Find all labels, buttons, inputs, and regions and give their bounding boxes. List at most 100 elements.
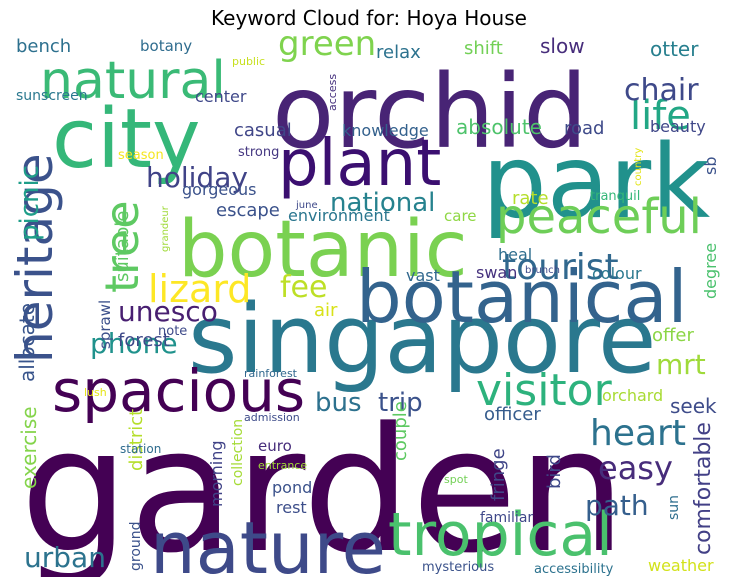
- word-trip: trip: [378, 388, 423, 418]
- word-pond: pond: [272, 478, 312, 497]
- word-tropical: tropical: [388, 500, 613, 570]
- word-offer: offer: [652, 325, 694, 346]
- word-seek: seek: [670, 394, 717, 418]
- word-botanical: botanical: [356, 255, 687, 339]
- word-mysterious: mysterious: [422, 560, 494, 575]
- word-natural: natural: [40, 51, 226, 111]
- word-spacious: spacious: [52, 357, 305, 425]
- word-air: air: [314, 300, 338, 321]
- word-june: june: [295, 200, 318, 211]
- word-botany: botany: [140, 37, 192, 55]
- word-officer: officer: [484, 404, 541, 425]
- word-singapore: singapore: [188, 285, 656, 395]
- word-slow: slow: [540, 35, 585, 58]
- word-suitable: suitable: [112, 211, 133, 282]
- word-tree: tree: [95, 200, 149, 293]
- word-easy: easy: [598, 449, 673, 487]
- word-forest: forest: [118, 330, 170, 351]
- word-bird: bird: [544, 454, 565, 489]
- word-weather: weather: [648, 556, 714, 575]
- word-allocate: allocate: [15, 303, 39, 382]
- word-gorgeous: gorgeous: [182, 180, 257, 199]
- word-orchard: orchard: [602, 386, 663, 405]
- word-peaceful: peaceful: [496, 189, 702, 245]
- word-bus: bus: [315, 388, 362, 418]
- word-bench: bench: [16, 36, 71, 57]
- word-green: green: [278, 35, 376, 64]
- word-tranquil: tranquil: [590, 189, 640, 204]
- word-district: district: [126, 409, 147, 471]
- word-strong: strong: [238, 145, 279, 160]
- word-orchid: orchid: [272, 53, 588, 172]
- word-euro: euro: [258, 437, 292, 455]
- word-tourist: tourist: [502, 247, 619, 288]
- word-grandeur: grandeur: [160, 205, 171, 252]
- word-urban: urban: [24, 541, 106, 574]
- word-rainforest: rainforest: [244, 367, 298, 380]
- word-unesco: unesco: [118, 295, 218, 328]
- word-fringe: fringe: [488, 448, 509, 501]
- word-phone: phone: [90, 327, 178, 360]
- word-season: season: [118, 148, 164, 163]
- word-visitor: visitor: [476, 365, 613, 416]
- word-couple: couple: [390, 401, 411, 461]
- word-vast: vast: [406, 266, 440, 285]
- word-admission: admission: [244, 411, 300, 424]
- word-park: park: [482, 123, 710, 242]
- word-city: city: [52, 92, 201, 187]
- word-cloud: garden orchid park singapore botanic botanica…: [10, 35, 728, 577]
- word-picnic: picnic: [15, 165, 45, 241]
- word-relax: relax: [376, 42, 421, 63]
- word-heart: heart: [590, 413, 686, 454]
- word-shift: shift: [464, 38, 503, 59]
- word-degree: degree: [701, 243, 720, 299]
- word-country: country: [633, 148, 644, 186]
- word-national: national: [330, 188, 435, 218]
- word-rate: rate: [512, 188, 549, 209]
- word-life: life: [630, 93, 691, 139]
- word-swan: swan: [476, 263, 517, 282]
- word-beauty: beauty: [650, 117, 706, 136]
- word-lizard: lizard: [148, 267, 251, 311]
- page-title: Keyword Cloud for: Hoya House: [211, 6, 527, 30]
- word-absolute: absolute: [456, 115, 542, 139]
- word-botanic: botanic: [178, 205, 468, 295]
- word-accessibility: accessibility: [534, 562, 614, 577]
- word-colour: colour: [592, 264, 642, 283]
- word-access: access: [326, 74, 339, 111]
- word-sprawl: sprawl: [96, 300, 114, 349]
- word-fee: fee: [280, 270, 327, 305]
- word-station: station: [120, 442, 161, 456]
- word-mrt: mrt: [656, 348, 706, 381]
- word-note: note: [158, 324, 187, 339]
- word-center: center: [195, 87, 247, 106]
- word-familiar: familiar: [480, 510, 533, 526]
- word-chair: chair: [624, 73, 699, 108]
- word-heal: heal: [498, 245, 532, 264]
- word-nature: nature: [150, 506, 386, 577]
- word-sb: sb: [701, 157, 720, 176]
- word-lush: lush: [84, 386, 107, 399]
- word-sunscreen: sunscreen: [16, 88, 88, 104]
- word-casual: casual: [234, 120, 292, 141]
- word-garden: garden: [20, 390, 626, 577]
- word-care: care: [444, 207, 477, 225]
- word-path: path: [585, 489, 649, 522]
- word-morning: morning: [207, 440, 226, 507]
- word-escape: escape: [216, 200, 280, 221]
- word-comfortable: comfortable: [691, 422, 716, 555]
- word-plant: plant: [278, 127, 441, 201]
- word-collection: collection: [230, 419, 246, 486]
- word-road: road: [564, 118, 604, 139]
- word-heritage: heritage: [10, 153, 64, 363]
- word-spot: spot: [444, 473, 468, 486]
- word-otter: otter: [650, 37, 699, 61]
- word-knowledge: knowledge: [342, 121, 429, 140]
- word-exercise: exercise: [17, 406, 41, 489]
- word-brunch: brunch: [525, 265, 560, 276]
- word-holiday: holiday: [146, 161, 248, 194]
- word-entrance: entrance: [258, 459, 307, 472]
- word-sun: sun: [666, 495, 682, 520]
- word-environment: environment: [288, 206, 390, 225]
